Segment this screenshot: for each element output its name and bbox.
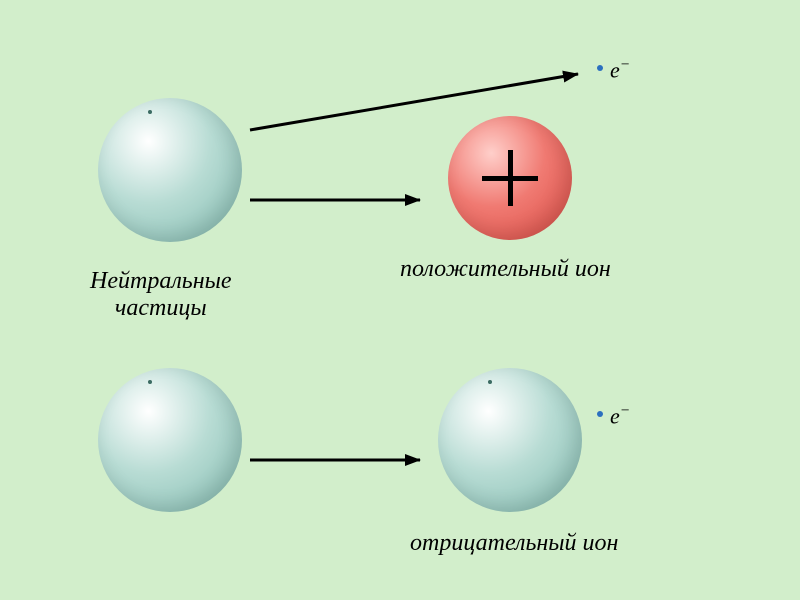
free-electron-top-dot: [597, 65, 603, 71]
diagram-canvas: e− e− Нейтральные частицы положительный …: [0, 0, 800, 600]
free-electron-top-label: e−: [610, 56, 630, 83]
free-electron-bottom-dot: [597, 411, 603, 417]
negative-ion-label: отрицательный ион: [410, 530, 618, 557]
neutral-particle-bottom: [98, 368, 242, 512]
neutral-particle-top: [98, 98, 242, 242]
negative-ion: [438, 368, 582, 512]
plus-sign-v: [508, 150, 513, 206]
negative-ion-electron-dot: [488, 380, 492, 384]
neutral-top-electron-dot: [148, 110, 152, 114]
neutral-particles-label: Нейтральные частицы: [90, 268, 232, 322]
free-electron-bottom-label: e−: [610, 402, 630, 429]
positive-ion-label: положительный ион: [400, 256, 611, 283]
neutral-bottom-electron-dot: [148, 380, 152, 384]
